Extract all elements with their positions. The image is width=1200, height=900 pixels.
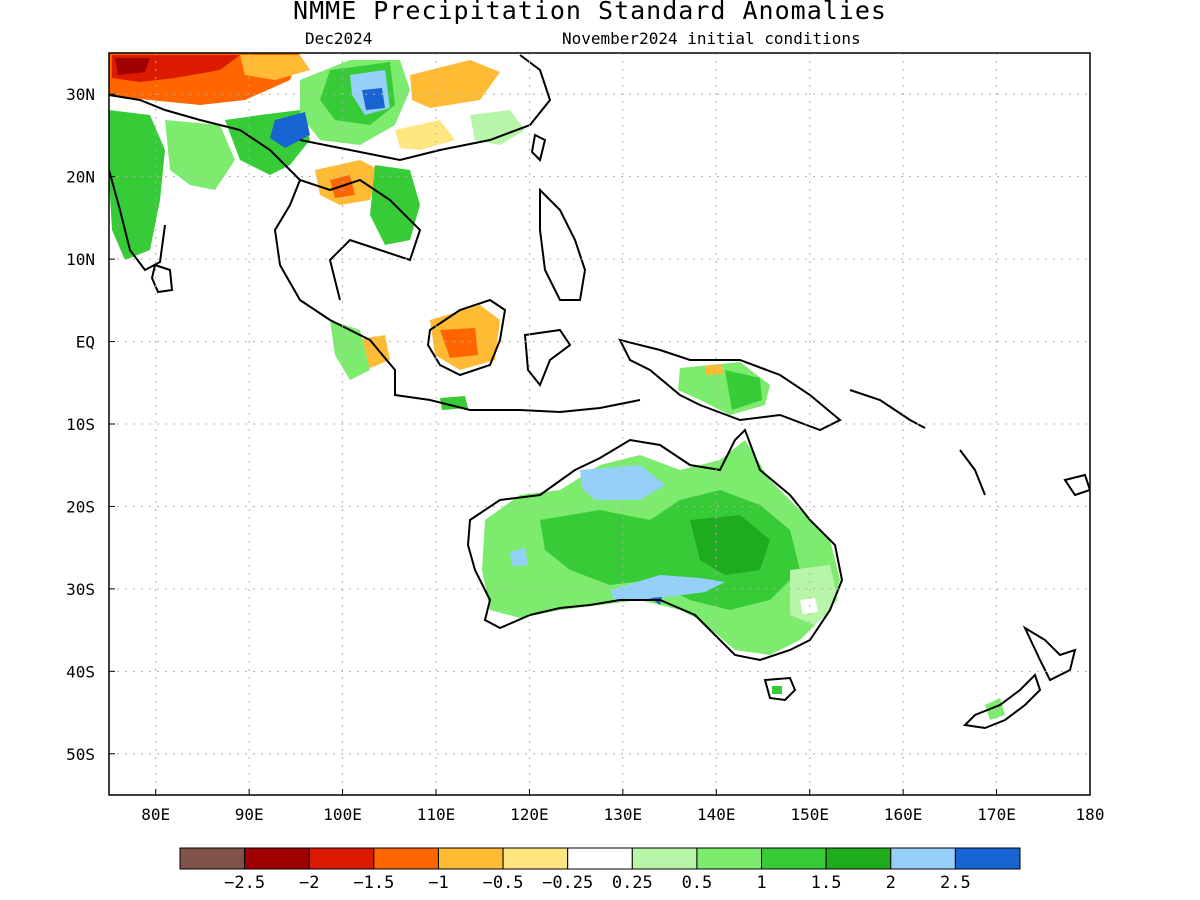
lon-tick-label: 90E [235, 805, 264, 824]
lon-tick-label: 110E [417, 805, 456, 824]
lon-tick-label: 130E [604, 805, 643, 824]
lon-tick-label: 160E [884, 805, 923, 824]
tasmania-wet [772, 686, 782, 694]
coast-taiwan [530, 133, 547, 162]
valid-month-label: Dec2024 [305, 29, 373, 48]
lat-tick-label: 30S [66, 580, 95, 599]
colorbar-swatch [825, 847, 892, 870]
coast-sulawesi [523, 328, 572, 387]
colorbar-labels: −2.5 −2 −1.5 −1 −0.5 −0.25 0.25 0.5 1 1.5 2 2.5 [224, 873, 971, 893]
tibet-extreme-wet [362, 88, 385, 110]
australia-south-very-wet [610, 575, 725, 602]
colorbar-swatch [179, 847, 246, 870]
coast-srilanka [150, 263, 174, 294]
australia-east-white [800, 598, 818, 614]
colorbar-label: 0.5 [682, 873, 713, 893]
colorbar-swatch [890, 847, 956, 870]
colorbar-label: 1 [756, 873, 766, 893]
coast-indochina [299, 178, 422, 301]
lat-tick-label: 40S [66, 662, 95, 681]
map-grid [109, 53, 1091, 795]
colorbar [179, 847, 1021, 870]
newguinea-dry-spot [705, 364, 723, 375]
burma-very-wet [270, 112, 310, 148]
coast-borneo [426, 298, 507, 377]
borneo-mod-dry [440, 328, 478, 358]
india-darkred-spot [115, 58, 150, 75]
southchina-dry [410, 60, 500, 108]
coast-india-peninsula [109, 169, 166, 272]
lat-tick-label: 30N [66, 85, 95, 104]
map-title: NMME Precipitation Standard Anomalies [293, 0, 887, 25]
himalaya-light-dry [240, 55, 310, 80]
lon-tick-label: 150E [790, 805, 829, 824]
lat-tick-label: 10N [66, 250, 95, 269]
colorbar-label: −1 [428, 873, 448, 893]
colorbar-swatch [373, 847, 439, 870]
india-east-wet [165, 120, 235, 190]
colorbar-label: −0.25 [542, 873, 593, 893]
newguinea-strong-wet [725, 370, 762, 410]
colorbar-label: −0.5 [483, 873, 524, 893]
china-coast-wet [470, 110, 525, 145]
lat-tick-label: 20S [66, 497, 95, 516]
colorbar-label: 0.25 [612, 873, 653, 893]
colorbar-label: 1.5 [811, 873, 842, 893]
colorbar-swatch [502, 847, 569, 870]
lat-tick-label: EQ [76, 333, 95, 352]
coast-nz-north [1022, 625, 1077, 682]
anomaly-fields [109, 53, 1005, 720]
longitude-axis: 80E 90E 100E 110E 120E 130E 140E 150E 160E 170E 18… [141, 789, 1104, 824]
coast-china [299, 54, 552, 162]
colorbar-label: −2 [299, 873, 319, 893]
colorbar-label: −1.5 [353, 873, 394, 893]
coast-philippines [539, 187, 587, 301]
australia-north-very-wet [580, 465, 665, 500]
nz-wet [985, 698, 1005, 720]
lon-tick-label: 80E [141, 805, 170, 824]
coast-tasmania [763, 676, 797, 702]
init-conditions-label: November2024 initial conditions [562, 29, 861, 48]
australia-strong-wet-2 [690, 515, 770, 575]
coast-india [109, 94, 641, 414]
colorbar-swatch [954, 847, 1021, 870]
colorbar-swatch [631, 847, 698, 870]
australia-east-light [790, 565, 838, 625]
colorbar-label: 2.5 [940, 873, 971, 893]
lat-tick-label: 10S [66, 415, 95, 434]
colorbar-swatch [437, 847, 504, 870]
lon-tick-label: 100E [323, 805, 362, 824]
colorbar-swatch [761, 847, 827, 870]
coast-newguinea [618, 338, 842, 432]
colorbar-label: 2 [886, 873, 896, 893]
colorbar-swatch [696, 847, 763, 870]
colorbar-swatch [244, 847, 310, 870]
australia-west-very-wet [510, 548, 528, 566]
coast-fiji [1063, 473, 1090, 497]
coast-australia [466, 428, 844, 662]
latitude-axis: 30N 20N 10N EQ 10S 20S 30S 40S 50S [66, 85, 115, 764]
lon-tick-label: 140E [697, 805, 736, 824]
colorbar-swatch [308, 847, 375, 870]
coast-nz-south [962, 673, 1042, 730]
china-east-dry [395, 120, 455, 150]
lon-tick-label: 120E [510, 805, 549, 824]
lat-tick-label: 50S [66, 745, 95, 764]
lon-tick-label: 170E [977, 805, 1016, 824]
lon-tick-label: 180 [1076, 805, 1105, 824]
lat-tick-label: 20N [66, 168, 95, 187]
coast-vanuatu [959, 449, 986, 496]
java-wet [440, 396, 468, 410]
colorbar-label: −2.5 [224, 873, 265, 893]
colorbar-swatch [567, 847, 633, 870]
